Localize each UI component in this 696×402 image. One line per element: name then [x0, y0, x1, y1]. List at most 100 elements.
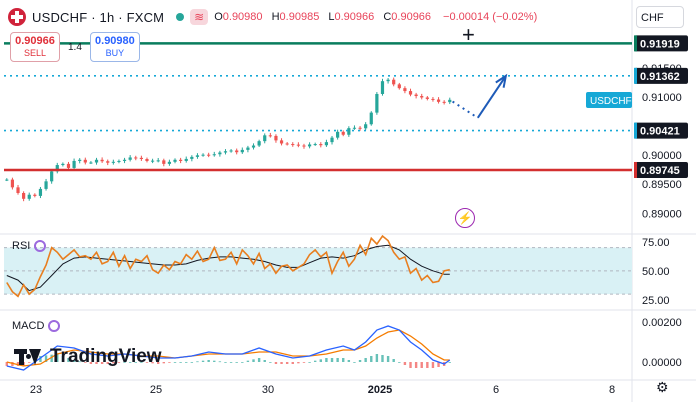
- candle-body: [397, 84, 401, 89]
- macd-histogram-bar: [246, 360, 250, 362]
- macd-histogram-bar: [67, 358, 70, 362]
- rsi-panel-label[interactable]: RSI: [12, 240, 47, 252]
- macd-histogram-bar: [398, 362, 401, 363]
- macd-histogram-bar: [252, 359, 255, 362]
- macd-histogram-bar: [84, 362, 87, 363]
- buy-button[interactable]: 0.90980 BUY: [89, 32, 140, 62]
- candle-body: [50, 171, 54, 182]
- macd-tick-label: 0.00000: [642, 357, 682, 369]
- macd-panel-label[interactable]: MACD: [12, 320, 61, 332]
- candle-body: [291, 144, 295, 146]
- low-label: L: [328, 11, 335, 23]
- candle-body: [145, 159, 149, 161]
- macd-histogram-bar: [370, 356, 373, 362]
- lightning-icon[interactable]: ⚡: [455, 208, 475, 228]
- macd-histogram-bar: [128, 362, 132, 363]
- macd-histogram-bar: [353, 362, 356, 363]
- macd-histogram-bar: [313, 360, 317, 362]
- candle-body: [33, 194, 37, 196]
- time-tick-label: 25: [150, 384, 162, 396]
- candle-body: [420, 96, 424, 98]
- indicator-settings-icon[interactable]: [34, 240, 47, 252]
- sell-button[interactable]: 0.90966 SELL: [10, 32, 60, 62]
- candle-body: [27, 194, 31, 199]
- macd-histogram-bar: [325, 358, 328, 362]
- crosshair-icon: +: [462, 22, 475, 47]
- price-tick-label: 0.91000: [642, 92, 682, 104]
- macd-histogram-bar: [285, 362, 289, 364]
- sell-label: SELL: [23, 48, 47, 58]
- candle-body: [347, 128, 351, 135]
- candle-body: [251, 145, 256, 148]
- candle-body: [352, 127, 357, 129]
- candle-body: [392, 79, 396, 85]
- rsi-tick-label: 25.00: [642, 295, 670, 307]
- price-level-tag: [634, 122, 688, 139]
- usd-chf-flag-icon: [8, 8, 26, 26]
- indicator-settings-icon[interactable]: [48, 320, 61, 332]
- macd-histogram-bar: [403, 362, 407, 365]
- candle-body: [94, 159, 99, 163]
- settings-gear-icon[interactable]: ⚙: [656, 379, 669, 395]
- macd-histogram-bar: [100, 362, 104, 364]
- candle-body: [10, 179, 15, 188]
- projection-arrow-line: [476, 75, 507, 119]
- macd-histogram-bar: [78, 361, 81, 363]
- candle-body: [218, 152, 222, 155]
- macd-histogram-bar: [50, 354, 53, 362]
- candle-body: [16, 187, 20, 193]
- currency-selector[interactable]: CHF: [636, 6, 684, 28]
- symbol-tag: [586, 92, 632, 109]
- candle-body: [207, 154, 211, 156]
- candle-body: [336, 131, 340, 138]
- time-tick-label: 8: [609, 384, 615, 396]
- candle-body: [106, 161, 110, 163]
- tradingview-logo: TradingView: [14, 346, 162, 368]
- macd-histogram-bar: [213, 360, 216, 362]
- candle-body: [408, 91, 413, 95]
- market-open-icon: [176, 13, 185, 21]
- macd-histogram-bar: [431, 362, 435, 368]
- candle-body: [22, 192, 26, 199]
- candle-body: [38, 188, 43, 196]
- open-value: 0.90980: [222, 11, 263, 23]
- tradingview-wordmark: TradingView: [50, 346, 162, 367]
- macd-histogram-bar: [269, 362, 272, 363]
- macd-histogram-bar: [224, 362, 227, 363]
- candle-body: [66, 163, 71, 168]
- macd-histogram-bar: [437, 362, 440, 367]
- sell-price: 0.90966: [15, 35, 55, 47]
- time-tick-label: 2025: [368, 384, 392, 396]
- symbol-label[interactable]: USDCHF · 1h · FXCM: [32, 10, 164, 25]
- candle-body: [274, 135, 278, 141]
- macd-histogram-bar: [162, 362, 166, 364]
- candle-body: [122, 159, 127, 161]
- macd-histogram-bar: [134, 362, 137, 363]
- macd-histogram-bar: [308, 362, 311, 363]
- projection-dotted-line: [452, 100, 479, 119]
- tradingview-logo-icon: [14, 349, 42, 365]
- candle-body: [117, 160, 121, 162]
- candle-body: [55, 165, 59, 172]
- candle-body: [263, 135, 267, 142]
- candle-body: [240, 149, 244, 153]
- macd-histogram-bar: [106, 362, 109, 364]
- macd-histogram-bar: [44, 355, 48, 362]
- price-level-tag: [634, 67, 688, 84]
- macd-histogram-bar: [16, 362, 20, 366]
- candle-body: [5, 179, 9, 181]
- price-level-tag-accent: [634, 35, 637, 52]
- candle-body: [341, 131, 345, 135]
- indicator-wave-icon[interactable]: ≋: [190, 9, 209, 25]
- macd-histogram-bar: [392, 359, 395, 362]
- macd-histogram-bar: [257, 358, 261, 362]
- candle-body: [436, 99, 441, 102]
- time-tick-label: 23: [30, 384, 42, 396]
- candle-body: [302, 145, 306, 147]
- macd-histogram-bar: [235, 362, 238, 363]
- high-label: H: [271, 11, 280, 23]
- candle-body: [201, 154, 205, 156]
- candle-body: [375, 93, 379, 113]
- macd-histogram-bar: [409, 362, 412, 368]
- candle-body: [190, 156, 194, 159]
